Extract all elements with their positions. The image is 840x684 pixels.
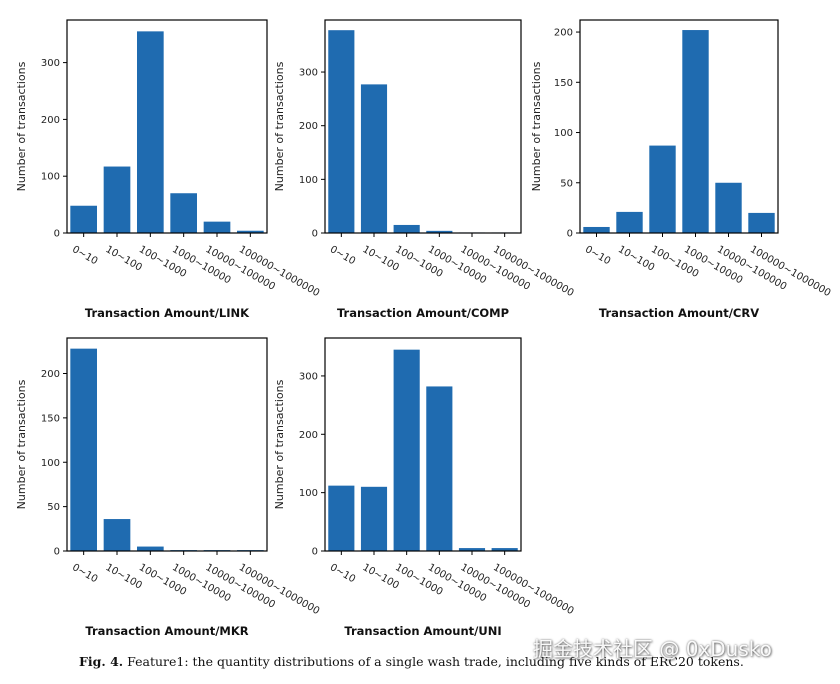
ytick-label-1-2: 200 — [299, 121, 318, 132]
caption-text: Feature1: the quantity distributions of … — [127, 654, 744, 669]
ytick-label-2-4: 200 — [554, 28, 573, 39]
ytick-label-4-0: 0 — [312, 547, 318, 558]
bar-2-2 — [649, 145, 676, 233]
plot-frame-0 — [66, 19, 268, 234]
bar-0-2 — [137, 31, 164, 233]
ytick-label-3-1: 50 — [47, 502, 60, 513]
bar-4-0 — [328, 485, 355, 551]
bar-3-2 — [137, 546, 164, 551]
bar-0-0 — [70, 205, 97, 233]
xlabel-1: Transaction Amount/COMP — [337, 306, 509, 320]
xtick-label-0-0: 0~10 — [70, 244, 99, 267]
ytick-label-0-0: 0 — [54, 229, 60, 240]
xtick-label-4-1: 10~100 — [361, 562, 401, 592]
ytick-label-4-3: 300 — [299, 371, 318, 382]
xtick-label-2-1: 10~100 — [616, 244, 656, 274]
xtick-label-3-0: 0~10 — [70, 562, 99, 585]
bar-2-1 — [616, 211, 643, 233]
xlabel-4: Transaction Amount/UNI — [344, 624, 501, 638]
bar-4-4 — [458, 548, 486, 551]
bar-0-3 — [170, 193, 197, 233]
bar-0-1 — [103, 166, 131, 233]
bar-4-5 — [491, 548, 518, 551]
bar-2-0 — [583, 226, 610, 233]
plot-frame-2 — [579, 19, 779, 234]
bar-1-1 — [360, 84, 388, 233]
bar-3-0 — [70, 348, 97, 551]
ylabel-3: Number of transactions — [15, 379, 28, 509]
bar-1-3 — [426, 230, 453, 233]
bar-4-2 — [393, 349, 420, 551]
bar-0-5 — [237, 230, 264, 233]
bar-1-0 — [328, 30, 355, 233]
ytick-label-2-1: 50 — [560, 178, 573, 189]
bar-2-4 — [715, 182, 742, 233]
ylabel-0: Number of transactions — [15, 61, 28, 191]
bar-0-4 — [203, 221, 231, 233]
xlabel-2: Transaction Amount/CRV — [599, 306, 759, 320]
watermark: 掘金技术社区 @ 0xDusko — [533, 637, 772, 661]
bar-3-1 — [103, 519, 131, 551]
ylabel-4: Number of transactions — [273, 379, 286, 509]
ytick-label-2-0: 0 — [567, 229, 573, 240]
xtick-label-1-0: 0~10 — [328, 244, 357, 267]
ytick-label-1-3: 300 — [299, 68, 318, 79]
xtick-label-3-1: 10~100 — [104, 562, 144, 592]
plot-frame-3 — [66, 337, 268, 552]
ytick-label-4-1: 100 — [299, 488, 318, 499]
bar-4-1 — [360, 486, 388, 551]
xtick-label-4-0: 0~10 — [328, 562, 357, 585]
ylabel-1: Number of transactions — [273, 61, 286, 191]
ytick-label-3-2: 100 — [41, 458, 60, 469]
bar-1-2 — [393, 224, 420, 233]
ytick-label-3-4: 200 — [41, 369, 60, 380]
ytick-label-1-0: 0 — [312, 229, 318, 240]
bar-2-5 — [748, 212, 775, 233]
plot-frame-4 — [324, 337, 522, 552]
xlabel-3: Transaction Amount/MKR — [85, 624, 248, 638]
xtick-label-0-1: 10~100 — [104, 244, 144, 274]
ytick-label-0-1: 100 — [41, 172, 60, 183]
xlabel-0: Transaction Amount/LINK — [85, 306, 250, 320]
ytick-label-2-2: 100 — [554, 128, 573, 139]
ytick-label-0-2: 200 — [41, 115, 60, 126]
ytick-label-4-2: 200 — [299, 430, 318, 441]
figure-caption: Fig. 4. Feature1: the quantity distribut… — [79, 654, 799, 669]
caption-label: Fig. 4. — [79, 654, 124, 669]
ylabel-2: Number of transactions — [530, 61, 543, 191]
ytick-label-0-3: 300 — [41, 58, 60, 69]
bar-4-3 — [426, 386, 453, 551]
ytick-label-3-0: 0 — [54, 547, 60, 558]
ytick-label-2-3: 150 — [554, 78, 573, 89]
bar-2-3 — [682, 30, 709, 233]
ytick-label-1-1: 100 — [299, 175, 318, 186]
xtick-label-2-0: 0~10 — [583, 244, 612, 267]
ytick-label-3-3: 150 — [41, 413, 60, 424]
xtick-label-1-1: 10~100 — [361, 244, 401, 274]
plot-frame-1 — [324, 19, 522, 234]
